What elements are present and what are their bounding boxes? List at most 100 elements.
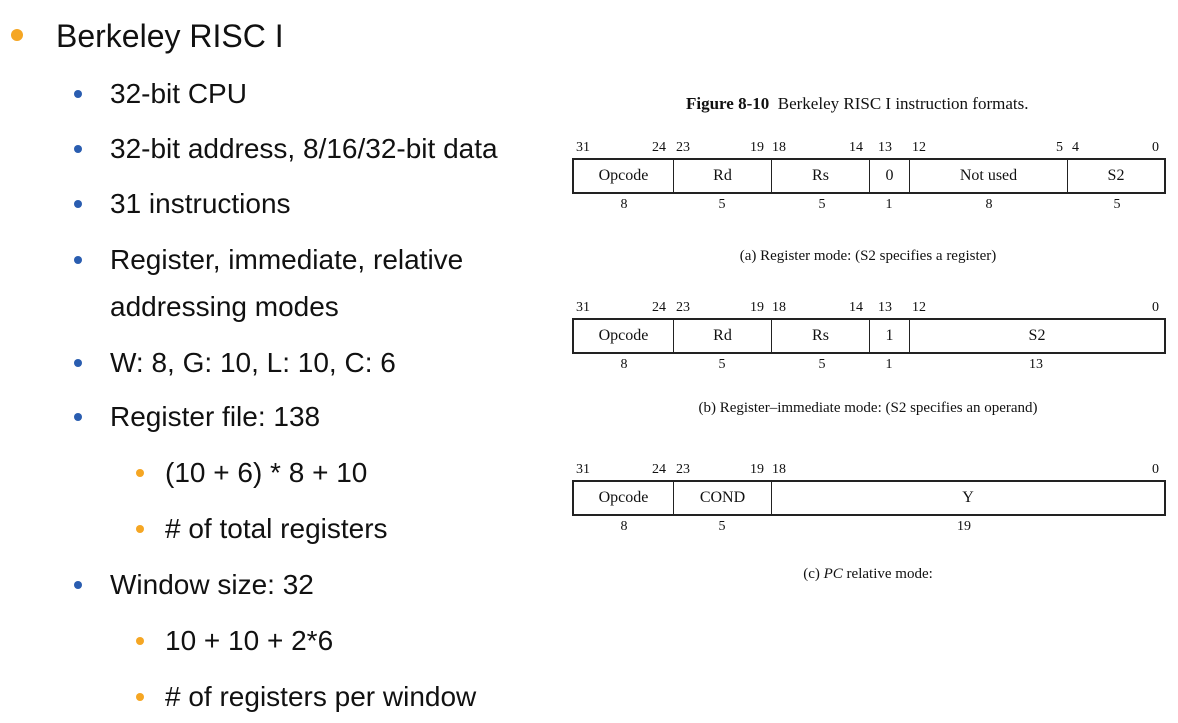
bullet-dot-icon — [74, 200, 82, 208]
bullet-text: # of total registers — [165, 513, 388, 544]
bullet-text: W: 8, G: 10, L: 10, C: 6 — [110, 347, 396, 378]
bit-number: 0 — [1152, 140, 1159, 155]
bullet-dot-icon — [11, 29, 23, 41]
bit-number: 19 — [750, 462, 764, 477]
bit-number: 31 — [576, 462, 590, 477]
bullet-text: 32-bit CPU — [110, 78, 247, 109]
bullet-dot-icon — [136, 469, 144, 477]
field-width: 5 — [818, 357, 826, 372]
field-rd: Rd — [674, 320, 772, 352]
field-opcode: Opcode — [574, 160, 674, 192]
field-width: 8 — [620, 519, 628, 534]
bit-number: 19 — [750, 140, 764, 155]
caption-prefix: (c) — [803, 566, 824, 582]
bit-number: 5 — [1056, 140, 1063, 155]
sub-bullet-item: # of total registers — [136, 513, 388, 544]
field-width: 8 — [620, 197, 628, 212]
bullet-text: 10 + 10 + 2*6 — [165, 625, 334, 656]
format-pc-relative-mode: 31 24 23 19 18 0 Opcode COND Y 8 5 19 — [572, 462, 1166, 539]
bit-number: 24 — [652, 300, 666, 315]
bullet-dot-icon — [74, 581, 82, 589]
bullet-dot-icon — [74, 359, 82, 367]
bullet-dot-icon — [74, 90, 82, 98]
bit-number: 24 — [652, 462, 666, 477]
bit-number: 19 — [750, 300, 764, 315]
field-rs: Rs — [772, 160, 870, 192]
bit-number: 4 — [1072, 140, 1079, 155]
sub-bullet-item: # of registers per window — [136, 681, 477, 712]
format-caption: (b) Register–immediate mode: (S2 specifi… — [698, 400, 1038, 416]
bullet-item: W: 8, G: 10, L: 10, C: 6 — [74, 347, 396, 378]
bullet-text: (10 + 6) * 8 + 10 — [165, 457, 368, 488]
bit-number: 31 — [576, 140, 590, 155]
bullet-item: Berkeley RISC I — [11, 18, 284, 54]
field-row: Opcode Rd Rs 0 Not used S2 — [572, 158, 1166, 194]
field-widths: 8 5 5 1 8 5 — [572, 197, 1166, 217]
field-widths: 8 5 5 1 13 — [572, 357, 1166, 377]
field-width: 1 — [885, 357, 893, 372]
field-immediate-flag: 1 — [870, 320, 910, 352]
bullet-dot-icon — [136, 693, 144, 701]
field-width: 5 — [818, 197, 826, 212]
bullet-dot-icon — [136, 525, 144, 533]
field-immediate-flag: 0 — [870, 160, 910, 192]
bit-number: 0 — [1152, 462, 1159, 477]
bullet-item: Window size: 32 — [74, 569, 314, 600]
bit-number: 12 — [912, 300, 926, 315]
bullet-dot-icon — [74, 413, 82, 421]
field-widths: 8 5 19 — [572, 519, 1166, 539]
field-width: 8 — [985, 197, 993, 212]
bullet-dot-icon — [136, 637, 144, 645]
figure-caption: Figure 8-10 Berkeley RISC I instruction … — [686, 94, 1028, 114]
field-row: Opcode COND Y — [572, 480, 1166, 516]
field-width: 8 — [620, 357, 628, 372]
bit-number: 31 — [576, 300, 590, 315]
field-width: 5 — [718, 197, 726, 212]
bullet-text: Berkeley RISC I — [56, 18, 284, 54]
bullet-text: 31 instructions — [110, 188, 291, 219]
field-rd: Rd — [674, 160, 772, 192]
field-width: 19 — [957, 519, 971, 534]
field-opcode: Opcode — [574, 482, 674, 514]
format-register-immediate-mode: 31 24 23 19 18 14 13 12 0 Opcode Rd Rs 1… — [572, 300, 1166, 377]
instruction-format-figure: Figure 8-10 Berkeley RISC I instruction … — [560, 80, 1178, 600]
field-not-used: Not used — [910, 160, 1068, 192]
bit-number: 13 — [878, 140, 892, 155]
figure-label: Figure 8-10 — [686, 94, 770, 113]
bit-number: 23 — [676, 140, 690, 155]
bullet-text: addressing modes — [110, 291, 339, 322]
bullet-text: Window size: 32 — [110, 569, 314, 600]
bit-positions: 31 24 23 19 18 14 13 12 5 4 0 — [572, 140, 1166, 158]
bullet-item: Register, immediate, relative — [74, 244, 464, 275]
field-width: 5 — [718, 519, 726, 534]
bullet-text: # of registers per window — [165, 681, 477, 712]
bit-number: 18 — [772, 300, 786, 315]
bullet-item: 31 instructions — [74, 188, 291, 219]
field-row: Opcode Rd Rs 1 S2 — [572, 318, 1166, 354]
bullet-item: 32-bit CPU — [74, 78, 247, 109]
format-caption: (c) PC relative mode: — [803, 566, 933, 583]
bit-number: 24 — [652, 140, 666, 155]
bit-number: 18 — [772, 140, 786, 155]
bullet-dot-icon — [74, 256, 82, 264]
field-s2: S2 — [1028, 327, 1046, 344]
field-cond: COND — [674, 482, 772, 514]
bullet-item: Register file: 138 — [74, 401, 321, 432]
field-rs: Rs — [772, 320, 870, 352]
sub-bullet-item: 10 + 10 + 2*6 — [136, 625, 334, 656]
bit-number: 23 — [676, 300, 690, 315]
field-opcode: Opcode — [574, 320, 674, 352]
bit-number: 14 — [849, 300, 863, 315]
bit-number: 13 — [878, 300, 892, 315]
bit-positions: 31 24 23 19 18 14 13 12 0 — [572, 300, 1166, 318]
bit-number: 12 — [912, 140, 926, 155]
field-s2: S2 — [1107, 167, 1125, 184]
field-width: 5 — [1113, 197, 1121, 212]
bullet-text: Register, immediate, relative — [110, 244, 464, 275]
field-y: Y — [962, 489, 974, 506]
field-width: 5 — [718, 357, 726, 372]
bit-number: 18 — [772, 462, 786, 477]
bit-number: 23 — [676, 462, 690, 477]
field-width: 1 — [885, 197, 893, 212]
bullet-text: Register file: 138 — [110, 401, 321, 432]
